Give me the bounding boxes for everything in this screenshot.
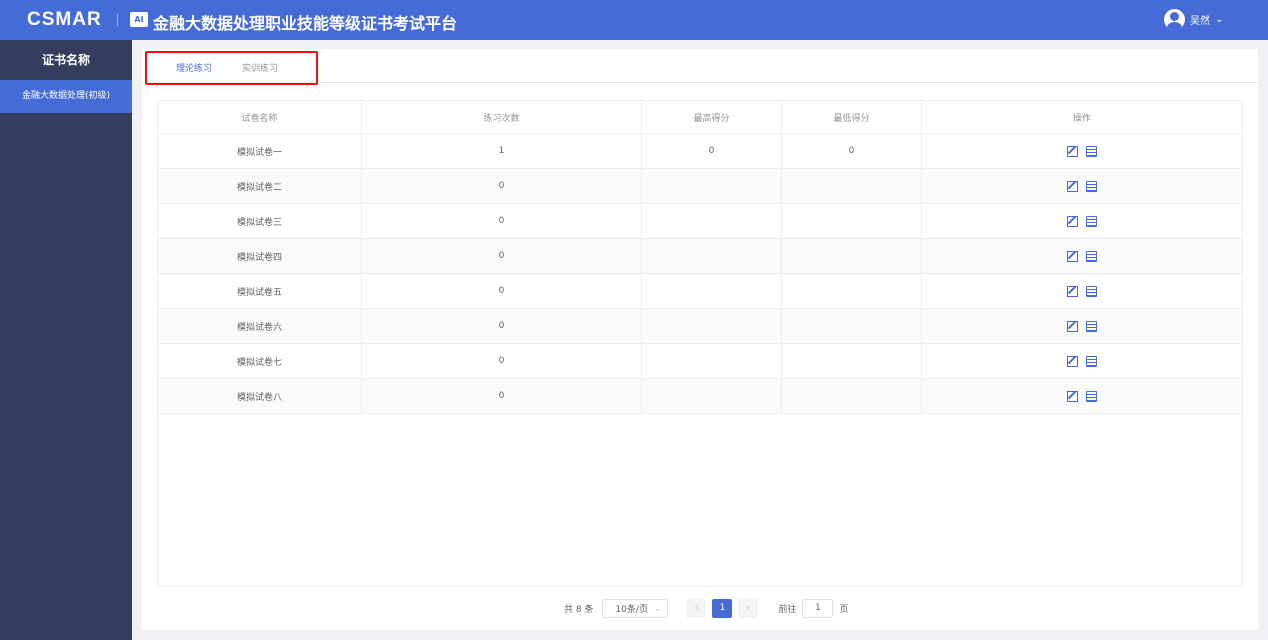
avatar-icon [1164, 9, 1185, 30]
actions-cell [922, 344, 1242, 378]
list-icon[interactable] [1086, 320, 1097, 332]
table-row: 模拟试卷二 0 [158, 169, 1242, 204]
actions-cell [922, 169, 1242, 203]
user-menu[interactable]: 吴然 ⌄ [1164, 9, 1223, 30]
highlight-box [145, 51, 318, 85]
list-icon[interactable] [1086, 250, 1097, 262]
list-icon[interactable] [1086, 215, 1097, 227]
content-card: 理论练习 实训练习 试卷名称 练习次数 最高得分 最低得分 操作 模拟试卷一 1 0… [142, 49, 1258, 630]
edit-icon[interactable] [1067, 320, 1078, 332]
page-1-button[interactable]: 1 [712, 599, 733, 618]
chevron-down-icon: ⌄ [653, 603, 662, 614]
username: 吴然 [1190, 16, 1210, 27]
table-cell: 模拟试卷二 [158, 169, 362, 203]
table-cell [642, 239, 782, 273]
table-row: 模拟试卷八 0 [158, 379, 1242, 414]
column-header: 试卷名称 [158, 101, 362, 133]
platform-title: 金融大数据处理职业技能等级证书考试平台 [153, 14, 458, 33]
table-cell: 模拟试卷五 [158, 274, 362, 308]
tab-theory-practice[interactable]: 理论练习 [176, 64, 213, 74]
table-cell: 0 [362, 379, 642, 413]
table-cell: 0 [362, 169, 642, 203]
tab-bar: 理论练习 实训练习 [142, 49, 1258, 85]
column-header: 练习次数 [362, 101, 642, 133]
column-header: 最低得分 [782, 101, 922, 133]
sidebar-item-certificate[interactable]: 金融大数据处理(初级) [0, 80, 132, 113]
table-row: 模拟试卷六 0 [158, 309, 1242, 344]
table-cell: 0 [362, 239, 642, 273]
edit-icon[interactable] [1067, 180, 1078, 192]
list-icon[interactable] [1086, 355, 1097, 367]
table-cell [782, 344, 922, 378]
page-suffix: 页 [839, 605, 849, 615]
list-icon[interactable] [1086, 145, 1097, 157]
actions-cell [922, 134, 1242, 168]
table-cell: 0 [362, 274, 642, 308]
table-cell [642, 274, 782, 308]
table-header: 试卷名称 练习次数 最高得分 最低得分 操作 [158, 101, 1242, 134]
prev-page-button[interactable]: ‹ [686, 599, 707, 618]
table-cell [782, 204, 922, 238]
table-cell [642, 204, 782, 238]
table-cell [642, 379, 782, 413]
list-icon[interactable] [1086, 390, 1097, 402]
table-cell: 模拟试卷七 [158, 344, 362, 378]
table-row: 模拟试卷四 0 [158, 239, 1242, 274]
table-cell: 0 [362, 204, 642, 238]
table-cell: 0 [362, 344, 642, 378]
book-icon: AI [130, 12, 148, 27]
edit-icon[interactable] [1067, 145, 1078, 157]
table-cell [782, 169, 922, 203]
exam-table: 试卷名称 练习次数 最高得分 最低得分 操作 模拟试卷一 1 0 0 模拟试卷二 0 模拟试… [157, 100, 1243, 587]
table-cell [642, 169, 782, 203]
table-cell: 模拟试卷一 [158, 134, 362, 168]
actions-cell [922, 239, 1242, 273]
edit-icon[interactable] [1067, 355, 1078, 367]
table-cell: 0 [782, 134, 922, 168]
table-cell [782, 379, 922, 413]
page-size-select[interactable]: 10条/页 ⌄ [602, 599, 669, 618]
table-row: 模拟试卷五 0 [158, 274, 1242, 309]
sidebar-title: 证书名称 [41, 53, 90, 67]
next-page-button[interactable]: › [738, 599, 759, 618]
edit-icon[interactable] [1067, 285, 1078, 297]
list-icon[interactable] [1086, 180, 1097, 192]
column-header: 操作 [1072, 113, 1091, 124]
tab-training-practice[interactable]: 实训练习 [242, 64, 279, 74]
table-cell [782, 274, 922, 308]
page-size-value: 10条/页 [615, 605, 648, 615]
table-cell: 模拟试卷八 [158, 379, 362, 413]
table-cell: 0 [362, 309, 642, 343]
chevron-down-icon: ⌄ [1215, 14, 1224, 25]
table-row: 模拟试卷七 0 [158, 344, 1242, 379]
actions-cell [922, 204, 1242, 238]
pagination: 共 8 条 10条/页 ⌄ ‹ 1 › 前往 1 页 [564, 599, 848, 618]
divider [117, 14, 118, 26]
edit-icon[interactable] [1067, 250, 1078, 262]
csmar-logo: CSMAR [27, 9, 102, 30]
table-cell: 模拟试卷六 [158, 309, 362, 343]
actions-cell [922, 274, 1242, 308]
table-cell: 1 [362, 134, 642, 168]
total-count: 共 8 条 [564, 605, 594, 615]
actions-cell [922, 309, 1242, 343]
table-cell: 模拟试卷三 [158, 204, 362, 238]
list-icon[interactable] [1086, 285, 1097, 297]
table-cell: 0 [642, 134, 782, 168]
table-row: 模拟试卷三 0 [158, 204, 1242, 239]
top-header: CSMAR AI 金融大数据处理职业技能等级证书考试平台 吴然 ⌄ [0, 0, 1268, 40]
sidebar: 证书名称 金融大数据处理(初级) [0, 40, 132, 640]
table-cell [642, 309, 782, 343]
table-cell [782, 309, 922, 343]
column-header: 最高得分 [642, 101, 782, 133]
edit-icon[interactable] [1067, 390, 1078, 402]
actions-cell [922, 379, 1242, 413]
table-cell [782, 239, 922, 273]
edit-icon[interactable] [1067, 215, 1078, 227]
table-cell: 模拟试卷四 [158, 239, 362, 273]
goto-page-input[interactable]: 1 [802, 599, 834, 618]
table-cell [642, 344, 782, 378]
table-row: 模拟试卷一 1 0 0 [158, 134, 1242, 169]
goto-label: 前往 [778, 605, 797, 615]
